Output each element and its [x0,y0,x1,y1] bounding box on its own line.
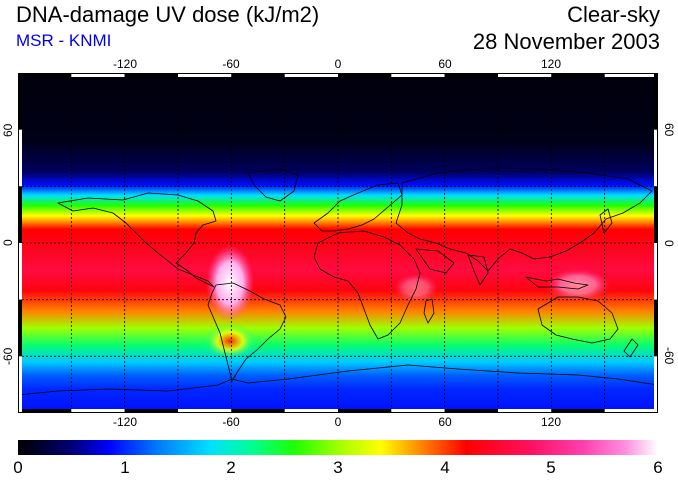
frame-segment-left [18,243,22,300]
color-scale-bar [18,440,658,455]
frame-segment-top [551,73,605,77]
lon-tick-label-top: 0 [334,57,342,71]
frame-segment-bottom [444,409,498,413]
lon-tick-label-top: 60 [438,57,452,71]
coastline-new-zealand [623,338,639,358]
lon-tick-label-top: 120 [540,57,562,71]
color-scale-label: 4 [440,458,450,477]
frame-segment-bottom [604,409,658,413]
coastline-north-america [57,192,217,288]
frame-segment-bottom [391,409,445,413]
color-scale-gradient [18,440,658,455]
color-scale-label: 6 [653,458,663,477]
coastline-japan [599,208,613,234]
frame-segment-bottom [231,409,285,413]
frame-segment-left [18,73,22,130]
frame-segment-top [71,73,125,77]
data-source-label: MSR - KNMI [16,31,112,50]
color-scale-label: 1 [120,458,130,477]
frame-segment-left [18,129,22,187]
coastline-greenland [247,168,299,202]
coastline-africa [313,230,421,340]
frame-segment-top [498,73,552,77]
color-scale-label: 0 [13,458,23,477]
uv-hotspot-australia [546,269,610,301]
lon-tick-label-bottom: 60 [438,415,452,429]
frame-segment-top [231,73,285,77]
frame-segment-bottom [18,409,72,413]
coastline-australia [537,296,619,344]
frame-segment-left [18,186,22,243]
frame-segment-top [391,73,445,77]
color-scale-label: 2 [226,458,236,477]
map-title: DNA-damage UV dose (kJ/m2) [16,2,320,27]
uv-dose-map [18,73,658,413]
lon-tick-label-top: -120 [112,57,138,71]
lat-tick-label-right: 0 [662,239,676,247]
color-scale-label: 5 [546,458,556,477]
frame-segment-top [284,73,338,77]
sky-condition-label: Clear-sky [567,2,660,27]
map-frame [18,73,658,413]
lat-tick-label-left: -60 [1,347,15,365]
frame-segment-bottom [498,409,552,413]
coastline-indonesia [525,276,589,290]
frame-segment-top [124,73,178,77]
lat-tick-label-right: -60 [662,347,676,365]
graticule [18,73,658,413]
lon-tick-label-bottom: 0 [334,415,342,429]
lat-tick-label-right: 60 [662,123,676,137]
lat-tick-label-left: 0 [1,239,15,247]
frame-segment-left [18,356,22,413]
frame-segment-left [18,299,22,357]
frame-segment-top [604,73,658,77]
lon-tick-label-top: -60 [222,57,240,71]
frame-segment-right [654,129,658,187]
frame-segment-right [654,243,658,300]
frame-border [18,73,658,413]
frame-segment-bottom [178,409,232,413]
frame-segment-bottom [551,409,605,413]
color-scale-label: 3 [333,458,343,477]
lon-tick-label-bottom: -120 [112,415,138,429]
lon-tick-label-bottom: -60 [222,415,240,429]
frame-segment-right [654,356,658,413]
lon-tick-label-bottom: 120 [540,415,562,429]
coastlines [18,167,658,396]
frame-segment-right [654,73,658,130]
frame-segment-right [654,186,658,243]
coastline-antarctica [18,364,658,396]
frame-segment-top [178,73,232,77]
map-date: 28 November 2003 [472,29,660,54]
coastline-europe [313,182,403,232]
uv-warm-patch-patagonia [204,323,256,359]
frame-segment-bottom [338,409,392,413]
coastline-arabia-india [415,248,489,286]
frame-segment-top [444,73,498,77]
frame-segment-top [338,73,392,77]
coastline-asia [395,167,653,272]
frame-segment-bottom [124,409,178,413]
coastline-south-america [207,282,287,382]
frame-segment-top [18,73,72,77]
lat-tick-label-left: 60 [1,123,15,137]
frame-segment-right [654,299,658,357]
frame-segment-bottom [71,409,125,413]
frame-segment-bottom [284,409,338,413]
